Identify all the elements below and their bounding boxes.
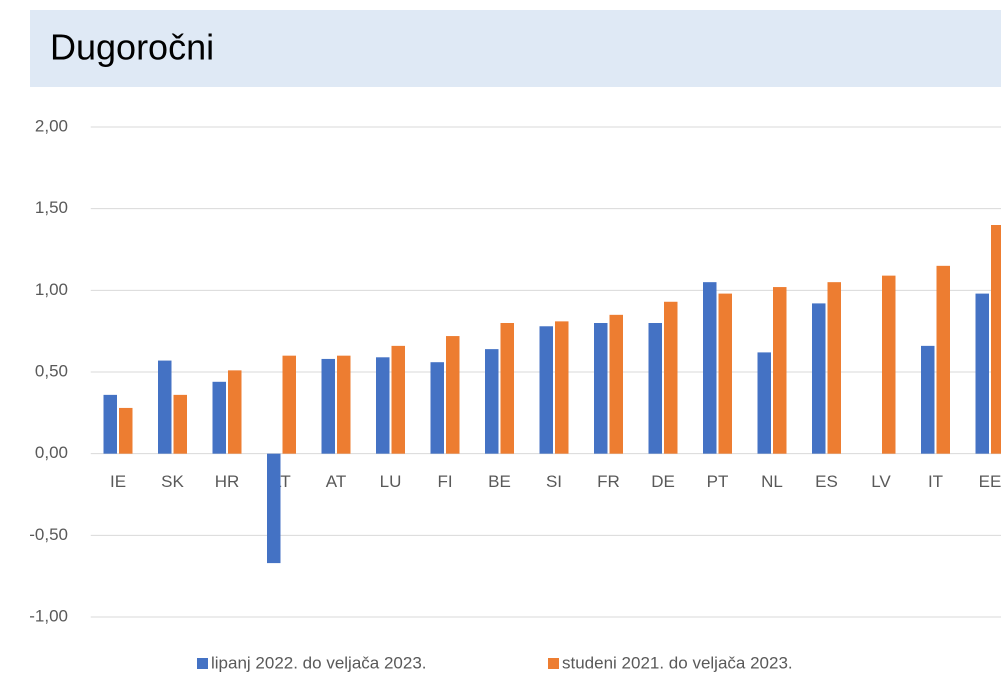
bar — [975, 293, 989, 454]
title-band — [30, 10, 1001, 87]
x-tick-label: HR — [215, 472, 240, 491]
bar — [594, 323, 608, 454]
y-tick-label: 0,50 — [35, 361, 68, 380]
bar — [321, 358, 335, 454]
y-tick-label: 1,50 — [35, 198, 68, 217]
y-tick-label: 2,00 — [35, 116, 68, 135]
bar — [446, 336, 460, 454]
bar — [430, 362, 444, 454]
y-tick-label: -0,50 — [29, 525, 68, 544]
x-tick-label: IT — [928, 472, 943, 491]
bar — [228, 370, 242, 454]
y-tick-label: 0,00 — [35, 443, 68, 462]
x-tick-label: LV — [871, 472, 891, 491]
bar — [282, 355, 296, 454]
y-tick-label: 1,00 — [35, 280, 68, 299]
x-tick-label: NL — [761, 472, 783, 491]
x-tick-label: BE — [488, 472, 511, 491]
bar — [664, 301, 678, 454]
bar — [773, 287, 787, 454]
bar — [882, 275, 896, 454]
x-tick-label: IE — [110, 472, 126, 491]
bar — [267, 453, 281, 564]
x-tick-label: FR — [597, 472, 620, 491]
bar — [555, 321, 569, 454]
bar — [703, 282, 717, 454]
bar — [921, 345, 935, 454]
x-tick-label: FI — [437, 472, 452, 491]
x-tick-label: SI — [546, 472, 562, 491]
x-tick-label: ES — [815, 472, 838, 491]
bar — [718, 293, 732, 454]
x-tick-label: DE — [651, 472, 675, 491]
x-tick-label: LU — [380, 472, 402, 491]
bar — [648, 323, 662, 454]
bar — [391, 345, 405, 454]
x-tick-label: EE — [979, 472, 1001, 491]
bar — [158, 360, 172, 454]
legend-label: studeni 2021. do veljača 2023. — [562, 653, 793, 672]
legend-swatch — [548, 658, 559, 669]
legend-label: lipanj 2022. do veljača 2023. — [211, 653, 427, 672]
x-tick-label: AT — [326, 472, 346, 491]
bar — [212, 381, 226, 454]
bar — [936, 265, 950, 454]
bar — [991, 225, 1001, 454]
bar — [812, 303, 826, 454]
legend-swatch — [197, 658, 208, 669]
y-tick-label: -1,00 — [29, 606, 68, 625]
bar — [103, 394, 117, 454]
chart-title: Dugoročni — [50, 27, 214, 68]
bar — [757, 352, 771, 454]
x-tick-label: PT — [707, 472, 729, 491]
x-tick-label: SK — [161, 472, 184, 491]
bar — [827, 282, 841, 454]
bar — [500, 323, 514, 454]
bar — [376, 357, 390, 454]
bar — [609, 314, 623, 454]
bar — [539, 326, 553, 454]
bar — [337, 355, 351, 454]
bar — [485, 349, 499, 454]
bar — [173, 394, 187, 454]
bar — [119, 407, 133, 454]
